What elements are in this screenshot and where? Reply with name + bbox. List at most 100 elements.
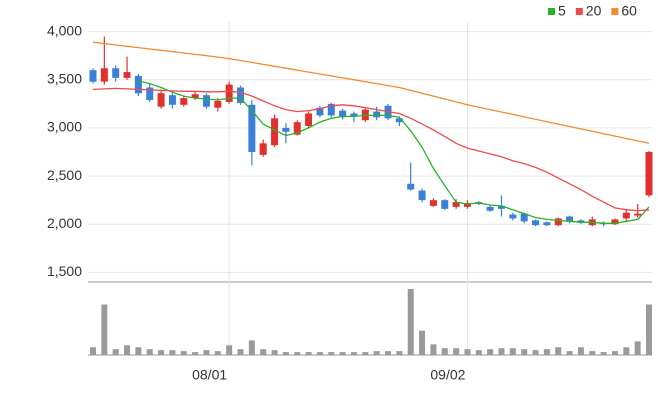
volume-bar	[226, 345, 233, 355]
volume-bar	[498, 348, 505, 355]
candle-body	[497, 205, 505, 209]
candle-body	[271, 118, 279, 146]
volume-bar	[464, 349, 471, 355]
candle-body	[112, 68, 120, 78]
candle-body	[237, 87, 245, 103]
volume-bar	[248, 340, 255, 355]
volume-bar	[555, 347, 562, 355]
volume-bar	[271, 350, 278, 355]
legend-swatch	[575, 8, 583, 15]
candle-body	[634, 213, 642, 216]
candle-body	[134, 75, 142, 94]
ma-line	[92, 87, 650, 212]
volume-bar	[577, 347, 584, 355]
volume-bar	[430, 344, 437, 355]
candle-body	[168, 95, 176, 105]
volume-bar	[385, 351, 392, 355]
volume-bar	[362, 352, 369, 355]
candle-body	[350, 113, 358, 117]
y-tick-label: 2,000	[47, 215, 82, 231]
y-tick-label: 4,000	[47, 22, 82, 38]
volume-bar	[203, 350, 210, 355]
volume-bar	[487, 349, 494, 355]
volume-bar	[180, 351, 187, 355]
candle-body	[429, 200, 437, 206]
candle-body	[407, 183, 415, 190]
candle-body	[622, 212, 630, 219]
y-tick-label: 1,500	[47, 263, 82, 279]
candle-body	[395, 118, 403, 123]
volume-bar	[566, 351, 573, 355]
candle-body	[532, 220, 540, 226]
candle-body	[316, 107, 324, 116]
legend-label: 20	[586, 3, 602, 19]
candle-body	[577, 220, 585, 223]
candle-body	[157, 93, 165, 107]
candle-body	[520, 213, 528, 222]
volume-bar	[589, 351, 596, 355]
volume-bar	[112, 349, 119, 355]
y-tick-label: 2,500	[47, 167, 82, 183]
volume-bar	[214, 351, 221, 355]
volume-bar	[339, 352, 346, 355]
volume-bar	[623, 347, 630, 355]
volume-bar	[521, 349, 528, 355]
volume-bar	[294, 352, 301, 355]
candle-body	[123, 72, 131, 78]
volume-bar	[419, 330, 426, 355]
volume-bar	[453, 348, 460, 355]
volume-bar	[260, 349, 267, 355]
candle-body	[305, 113, 313, 126]
volume-bar	[475, 350, 482, 355]
candle-body	[611, 219, 619, 225]
x-tick-label: 08/01	[192, 367, 227, 383]
candle-body	[293, 122, 301, 135]
volume-bar	[237, 349, 244, 355]
volume-bar	[532, 350, 539, 355]
candle-body	[543, 222, 551, 226]
volume-bar	[396, 351, 403, 355]
candle-body	[146, 87, 154, 100]
ma-line	[138, 80, 650, 224]
candle-body	[441, 200, 449, 209]
volume-bar	[305, 352, 312, 355]
volume-bar	[328, 352, 335, 355]
candle-body	[463, 203, 471, 207]
volume-bar	[124, 345, 131, 355]
candle-body	[509, 214, 517, 219]
legend-swatch	[548, 8, 555, 15]
volume-bar	[646, 304, 652, 355]
volume-bar	[192, 352, 199, 355]
candle-body	[225, 84, 233, 102]
candle-body	[89, 70, 97, 82]
volume-bar	[441, 348, 448, 355]
candle-body	[100, 68, 108, 82]
candle-body	[282, 127, 290, 132]
legend-swatch	[611, 8, 619, 15]
candle-body	[645, 152, 653, 196]
candle-body	[214, 100, 222, 108]
volume-bar	[135, 347, 142, 355]
volume-bar	[146, 349, 153, 355]
candle-body	[202, 95, 210, 107]
candle-body	[554, 218, 562, 226]
x-tick-label: 09/02	[430, 367, 465, 383]
volume-bar	[407, 288, 414, 355]
candle-body	[339, 110, 347, 118]
volume-bar	[600, 352, 607, 355]
candle-body	[418, 190, 426, 201]
volume-bar	[101, 304, 108, 355]
y-tick-label: 3,000	[47, 119, 82, 135]
volume-bar	[611, 351, 618, 355]
volume-bar	[169, 350, 176, 355]
candle-body	[191, 94, 199, 99]
volume-bar	[543, 349, 550, 355]
volume-bar	[350, 352, 357, 355]
legend-label: 5	[558, 3, 566, 19]
candle-body	[259, 143, 267, 155]
volume-bar	[90, 347, 96, 355]
candle-body	[248, 104, 256, 152]
candle-body	[566, 216, 574, 222]
